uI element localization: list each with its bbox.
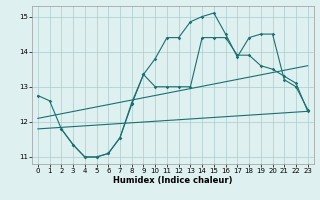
X-axis label: Humidex (Indice chaleur): Humidex (Indice chaleur)	[113, 176, 233, 185]
